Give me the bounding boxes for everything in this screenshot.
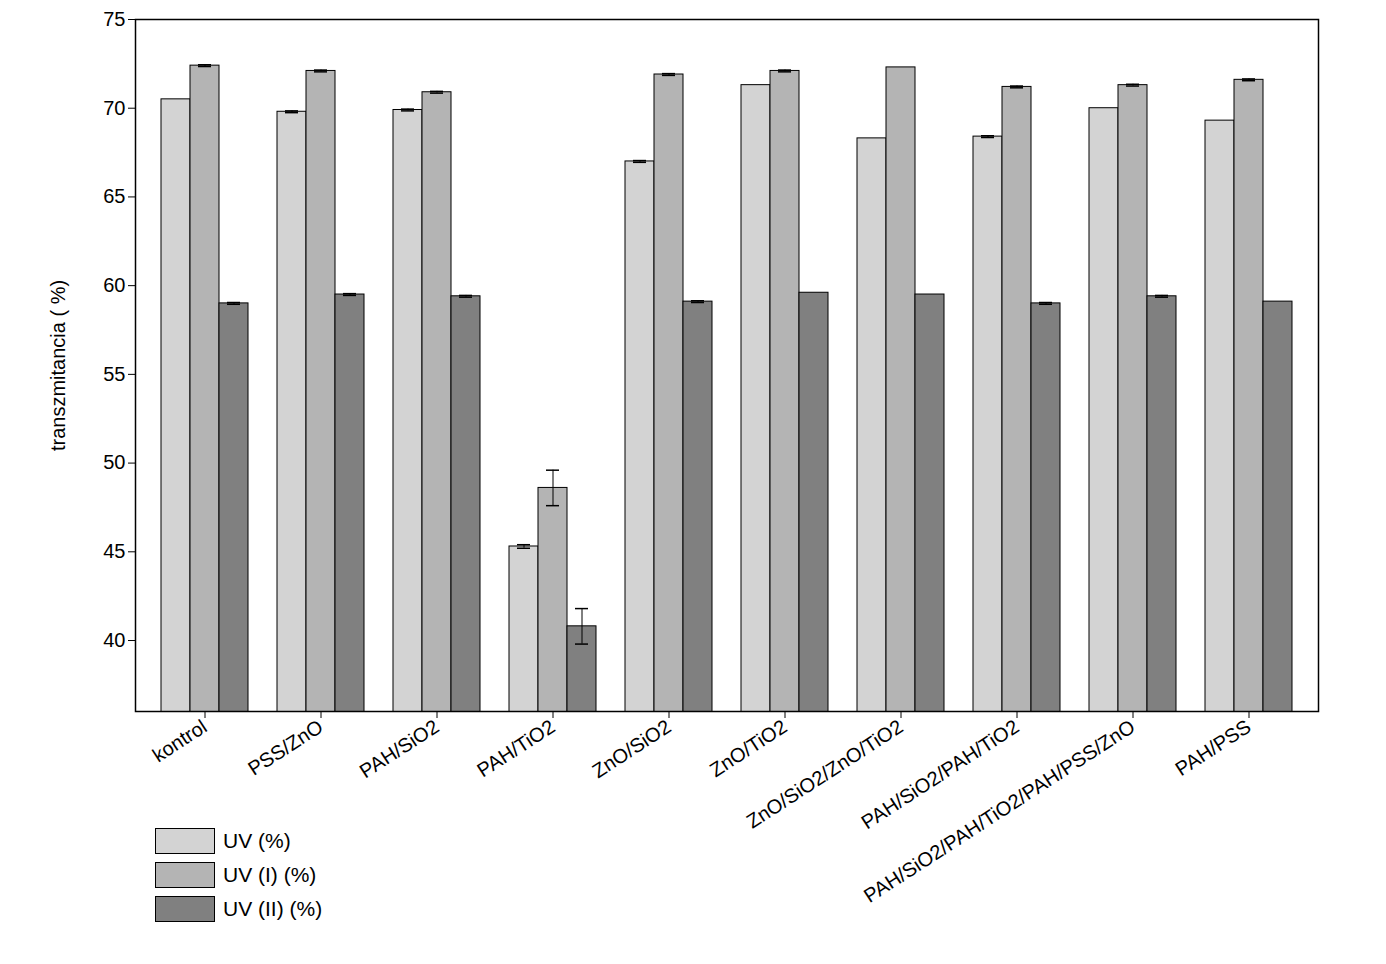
- svg-text:PSS/ZnO: PSS/ZnO: [244, 715, 327, 779]
- svg-text:40: 40: [103, 629, 125, 651]
- svg-text:PAH/SiO2/PAH/TiO2/PAH/PSS/ZnO: PAH/SiO2/PAH/TiO2/PAH/PSS/ZnO: [860, 715, 1139, 907]
- html-text:UV (%): UV (%): [223, 829, 291, 852]
- svg-text:45: 45: [103, 540, 125, 562]
- svg-text:75: 75: [103, 8, 125, 30]
- html-text:UV (I) (%): UV (I) (%): [223, 863, 317, 886]
- html-text:UV (II) (%): UV (II) (%): [223, 897, 323, 920]
- svg-text:PAH/SiO2: PAH/SiO2: [355, 715, 442, 782]
- svg-text:60: 60: [103, 274, 125, 296]
- svg-text:50: 50: [103, 451, 125, 473]
- svg-text:kontrol: kontrol: [148, 715, 210, 766]
- svg-text:65: 65: [103, 185, 125, 207]
- svg-text:55: 55: [103, 363, 125, 385]
- svg-text:70: 70: [103, 97, 125, 119]
- svg-text:ZnO/TiO2: ZnO/TiO2: [706, 715, 791, 781]
- svg-text:PAH/TiO2: PAH/TiO2: [473, 715, 559, 781]
- svg-text:PAH/PSS: PAH/PSS: [1171, 715, 1254, 780]
- svg-text:transzmitancia ( %): transzmitancia ( %): [47, 280, 69, 451]
- svg-text:ZnO/SiO2/ZnO/TiO2: ZnO/SiO2/ZnO/TiO2: [742, 715, 907, 833]
- svg-text:ZnO/SiO2: ZnO/SiO2: [588, 715, 675, 782]
